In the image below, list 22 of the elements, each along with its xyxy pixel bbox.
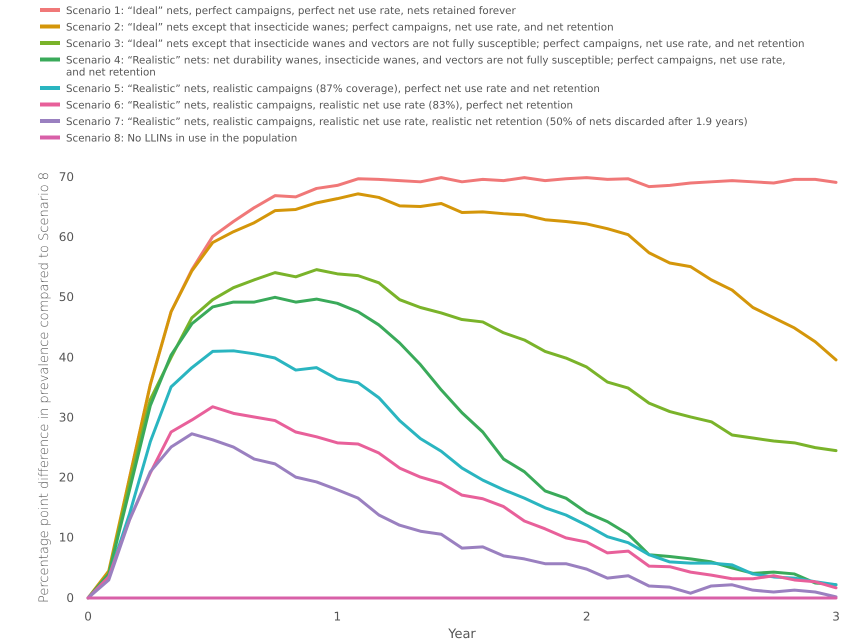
y-tick-label: 10 bbox=[58, 530, 74, 545]
y-tick-label: 50 bbox=[58, 290, 74, 304]
x-tick-label: 3 bbox=[832, 610, 840, 624]
legend-label: Scenario 8: No LLINs in use in the population bbox=[66, 132, 298, 144]
legend-label: Scenario 5: “Realistic” nets, realistic campaigns (87% coverage), perfect net use rate and net retention bbox=[66, 83, 600, 95]
legend-label: Scenario 3: “Ideal” nets except that insecticide wanes and vectors are not fully susceptible; perfect campaigns, net use rate, and net retention bbox=[66, 38, 805, 50]
y-axis-title: Percentage point difference in prevalence compared to Scenario 8 bbox=[37, 172, 52, 604]
y-tick-label: 60 bbox=[58, 230, 74, 244]
x-tick-label: 0 bbox=[84, 610, 92, 624]
y-tick-label: 40 bbox=[58, 350, 74, 364]
legend-label: Scenario 2: “Ideal” nets except that insecticide wanes; perfect campaigns, net use rate, and net retention bbox=[66, 22, 614, 34]
legend-label: Scenario 6: “Realistic” nets, realistic campaigns, realistic net use rate (83%), perfect net retention bbox=[66, 100, 574, 112]
y-tick-label: 20 bbox=[58, 470, 74, 485]
y-tick-label: 30 bbox=[58, 410, 74, 424]
legend-label: Scenario 4: “Realistic” nets: net durability wanes, insecticide wanes, and vectors are not fully susceptible; perfect campaigns, net use rate, and net retention bbox=[66, 54, 786, 78]
y-tick-label: 70 bbox=[58, 170, 74, 184]
x-tick-label: 1 bbox=[334, 610, 342, 624]
legend-label: Scenario 1: “Ideal” nets, perfect campaigns, perfect net use rate, nets retained forever bbox=[66, 5, 516, 17]
x-axis-title: Year bbox=[447, 627, 476, 642]
legend-label: Scenario 7: “Realistic” nets, realistic campaigns, realistic net use rate, realistic net retention (50% of nets discarded after 1.9 years) bbox=[66, 116, 748, 128]
y-tick-label: 0 bbox=[66, 590, 74, 605]
x-tick-label: 2 bbox=[582, 610, 590, 624]
